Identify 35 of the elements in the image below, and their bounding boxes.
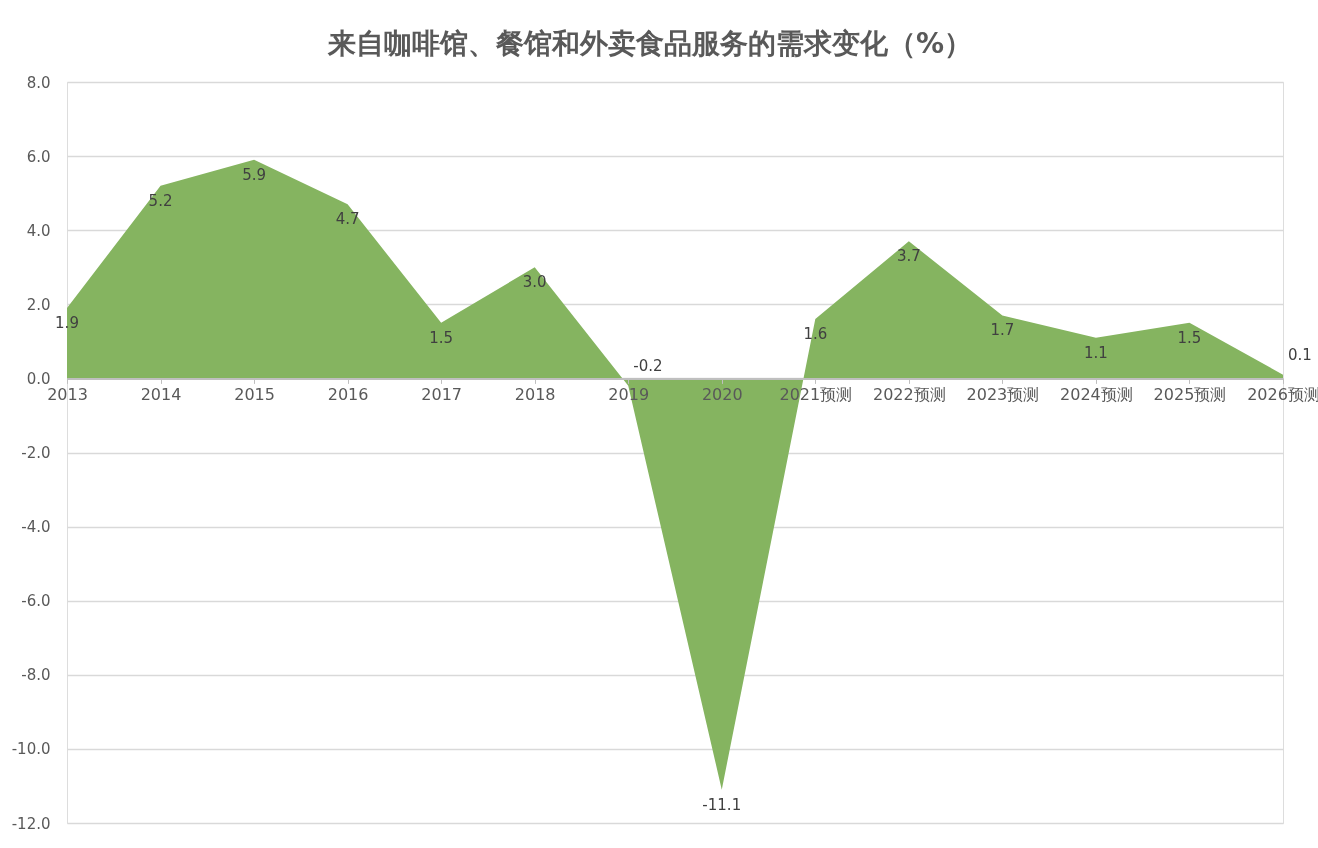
y-tick-label: 2.0 [26,295,51,314]
x-tick-label: 2024预测 [1060,384,1133,404]
data-label: 3.0 [522,273,547,292]
x-tick-label: 2026预测 [1247,384,1318,404]
y-tick-label: -4.0 [21,518,51,537]
data-label: 1.5 [1177,328,1202,347]
y-tick-label: -2.0 [21,444,51,462]
data-label: 1.9 [55,314,79,333]
data-label: -11.1 [702,795,742,814]
data-label: 4.7 [335,210,360,229]
x-tick-label: 2016 [327,384,369,404]
data-label: 1.5 [429,328,454,347]
x-tick-label: 2015 [234,384,275,404]
data-label: 5.2 [148,191,173,210]
x-tick-label: 2017 [421,384,463,404]
chart-title: 来自咖啡馆、餐馆和外卖食品服务的需求变化（%） [326,27,973,60]
y-tick-label: 4.0 [26,221,51,240]
x-tick-label: 2018 [514,384,556,404]
x-tick-label: 2025预测 [1153,384,1227,404]
x-tick-label: 2014 [140,384,182,404]
data-label: 0.1 [1288,345,1312,364]
y-tick-label: -6.0 [21,592,51,611]
x-tick-label: 2023预测 [966,384,1040,404]
x-tick-label: 2022预测 [872,384,946,404]
data-label: 3.7 [896,247,921,266]
y-tick-label: 8.0 [26,73,51,92]
data-label: 1.1 [1083,343,1108,362]
data-label: 5.9 [242,165,267,184]
data-label: -0.2 [633,356,663,375]
y-tick-label: -8.0 [21,666,51,685]
y-tick-label: 6.0 [26,147,51,166]
y-tick-label: -10.0 [11,740,51,759]
data-label: 1.7 [990,321,1015,340]
y-tick-label: -12.0 [11,814,51,833]
x-tick-label: 2020 [701,384,743,404]
